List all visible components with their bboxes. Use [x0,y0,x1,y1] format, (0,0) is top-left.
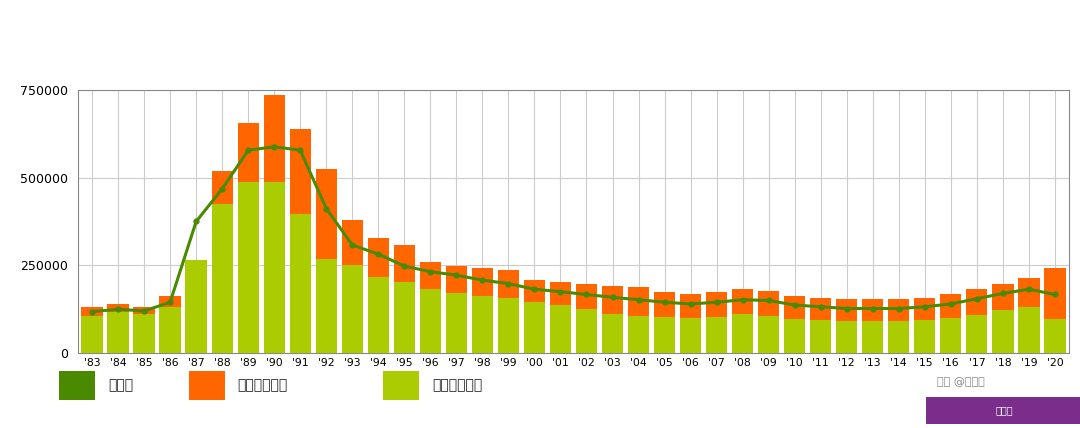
Bar [914,320,935,353]
Bar [238,123,259,353]
Bar [550,282,571,353]
Bar [940,294,961,353]
Bar [1044,319,1066,353]
Bar [189,371,225,400]
Bar [967,315,987,353]
Bar [758,291,780,353]
Bar [341,265,363,353]
Bar [836,300,858,353]
Bar [394,245,415,353]
Bar [160,307,180,353]
Bar [420,262,441,353]
Bar [680,294,701,353]
Bar [238,182,259,353]
Bar [212,204,233,353]
Bar [212,171,233,353]
Bar [394,282,415,353]
Bar [341,220,363,353]
Bar [993,310,1013,353]
Bar [810,297,832,353]
Text: 総平均: 総平均 [108,378,133,392]
Bar [134,307,154,353]
Bar [862,300,883,353]
Bar [498,270,519,353]
Bar [993,284,1013,353]
Bar [134,314,154,353]
Bar [680,318,701,353]
Bar [1018,278,1040,353]
Bar [810,320,832,353]
Bar [264,95,285,353]
Bar [524,280,545,353]
Bar [706,317,727,353]
Bar [576,309,597,353]
Bar [653,317,675,353]
Bar [315,259,337,353]
Bar [888,321,909,353]
Bar [732,289,753,353]
Bar [888,300,909,353]
Bar [446,293,467,353]
Bar [627,315,649,353]
Bar [732,314,753,353]
Bar [472,296,494,353]
Text: 日本全国の地価推移グラフ: 日本全国の地価推移グラフ [13,38,154,57]
Bar [383,371,419,400]
Bar [107,312,129,353]
Bar [81,307,103,353]
Bar [420,289,441,353]
Bar [784,296,806,353]
Bar [81,315,103,353]
Text: 知乎 @玖玖酱: 知乎 @玖玖酱 [937,377,985,387]
Text: 基準地価平均: 基準地価平均 [432,378,483,392]
Bar [550,305,571,353]
Bar [862,321,883,353]
Bar [914,297,935,353]
Bar [926,397,1080,424]
Bar [472,268,494,353]
Bar [836,321,858,353]
Text: 玖玖酱: 玖玖酱 [995,406,1013,416]
Bar [289,129,311,353]
Bar [367,238,389,353]
Bar [706,292,727,353]
Bar [940,318,961,353]
Bar [602,286,623,353]
Bar [107,304,129,353]
Text: 公示地価平均: 公示地価平均 [238,378,288,392]
Bar [758,315,780,353]
Bar [1044,268,1066,353]
Bar [186,264,207,353]
Bar [627,287,649,353]
Bar [160,296,180,353]
Bar [653,292,675,353]
Bar [524,301,545,353]
Bar [186,260,207,353]
Bar [315,169,337,353]
Bar [967,289,987,353]
Bar [602,314,623,353]
Bar [59,371,95,400]
Bar [784,319,806,353]
Bar [1018,307,1040,353]
Bar [446,266,467,353]
Bar [498,298,519,353]
Bar [289,214,311,353]
Bar [367,277,389,353]
Bar [576,284,597,353]
Text: 1983年[昭和58年]～: 1983年[昭和58年]～ [951,40,1067,55]
Bar [264,182,285,353]
